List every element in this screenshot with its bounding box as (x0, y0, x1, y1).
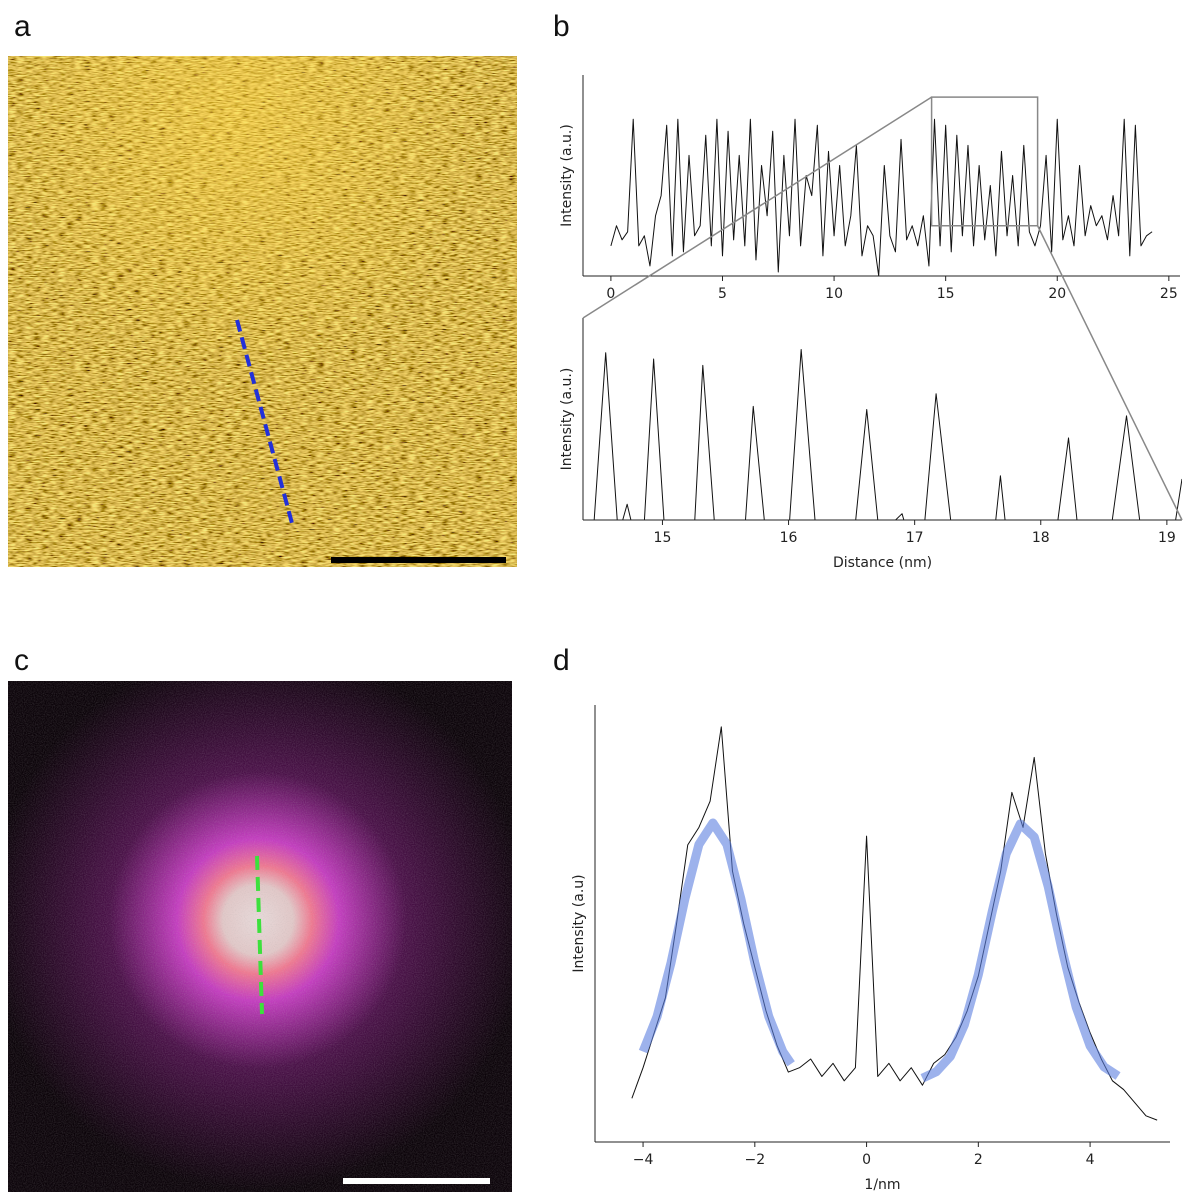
x-tick-label: 0 (606, 286, 615, 302)
y-axis-label: Intensity (a.u.) (559, 368, 575, 471)
x-axis-label: Distance (nm) (833, 555, 932, 571)
x-tick-label: −4 (633, 1152, 654, 1168)
plot-area (610, 118, 1153, 276)
x-tick-label: 5 (718, 286, 727, 302)
panel-label: b (553, 10, 570, 43)
y-axis-label: Intensity (a.u) (571, 874, 587, 972)
data-line (593, 349, 1182, 520)
data-line (610, 118, 1153, 276)
zoom-connector (1036, 225, 1183, 521)
x-tick-label: 2 (974, 1152, 983, 1168)
x-tick-label: 16 (780, 530, 798, 546)
panel-a-image (8, 56, 517, 567)
x-tick-label: 4 (1086, 1152, 1095, 1168)
x-tick-label: −2 (744, 1152, 765, 1168)
x-tick-label: 15 (654, 530, 672, 546)
x-tick-label: 10 (825, 286, 843, 302)
x-tick-label: 20 (1048, 286, 1066, 302)
data-line (638, 818, 795, 1067)
panel-label: d (553, 644, 570, 677)
x-tick-label: 25 (1160, 286, 1178, 302)
panel-c-image (8, 681, 512, 1192)
panel-label: a (14, 10, 31, 43)
plot-area (593, 349, 1182, 520)
scale-bar (331, 557, 506, 563)
zoom-box (930, 96, 1039, 227)
profile-line (255, 855, 264, 1015)
x-axis-label: 1/nm (864, 1177, 900, 1192)
x-tick-label: 15 (937, 286, 955, 302)
scale-bar (343, 1178, 490, 1184)
plot-area (631, 726, 1158, 1121)
panel-label: c (14, 644, 29, 677)
data-line (920, 819, 1121, 1083)
x-tick-label: 0 (862, 1152, 871, 1168)
x-tick-label: 19 (1158, 530, 1176, 546)
zoom-connector (582, 96, 933, 319)
y-axis-label: Intensity (a.u.) (559, 124, 575, 227)
x-tick-label: 18 (1032, 530, 1050, 546)
data-line (631, 726, 1158, 1121)
x-tick-label: 17 (906, 530, 924, 546)
